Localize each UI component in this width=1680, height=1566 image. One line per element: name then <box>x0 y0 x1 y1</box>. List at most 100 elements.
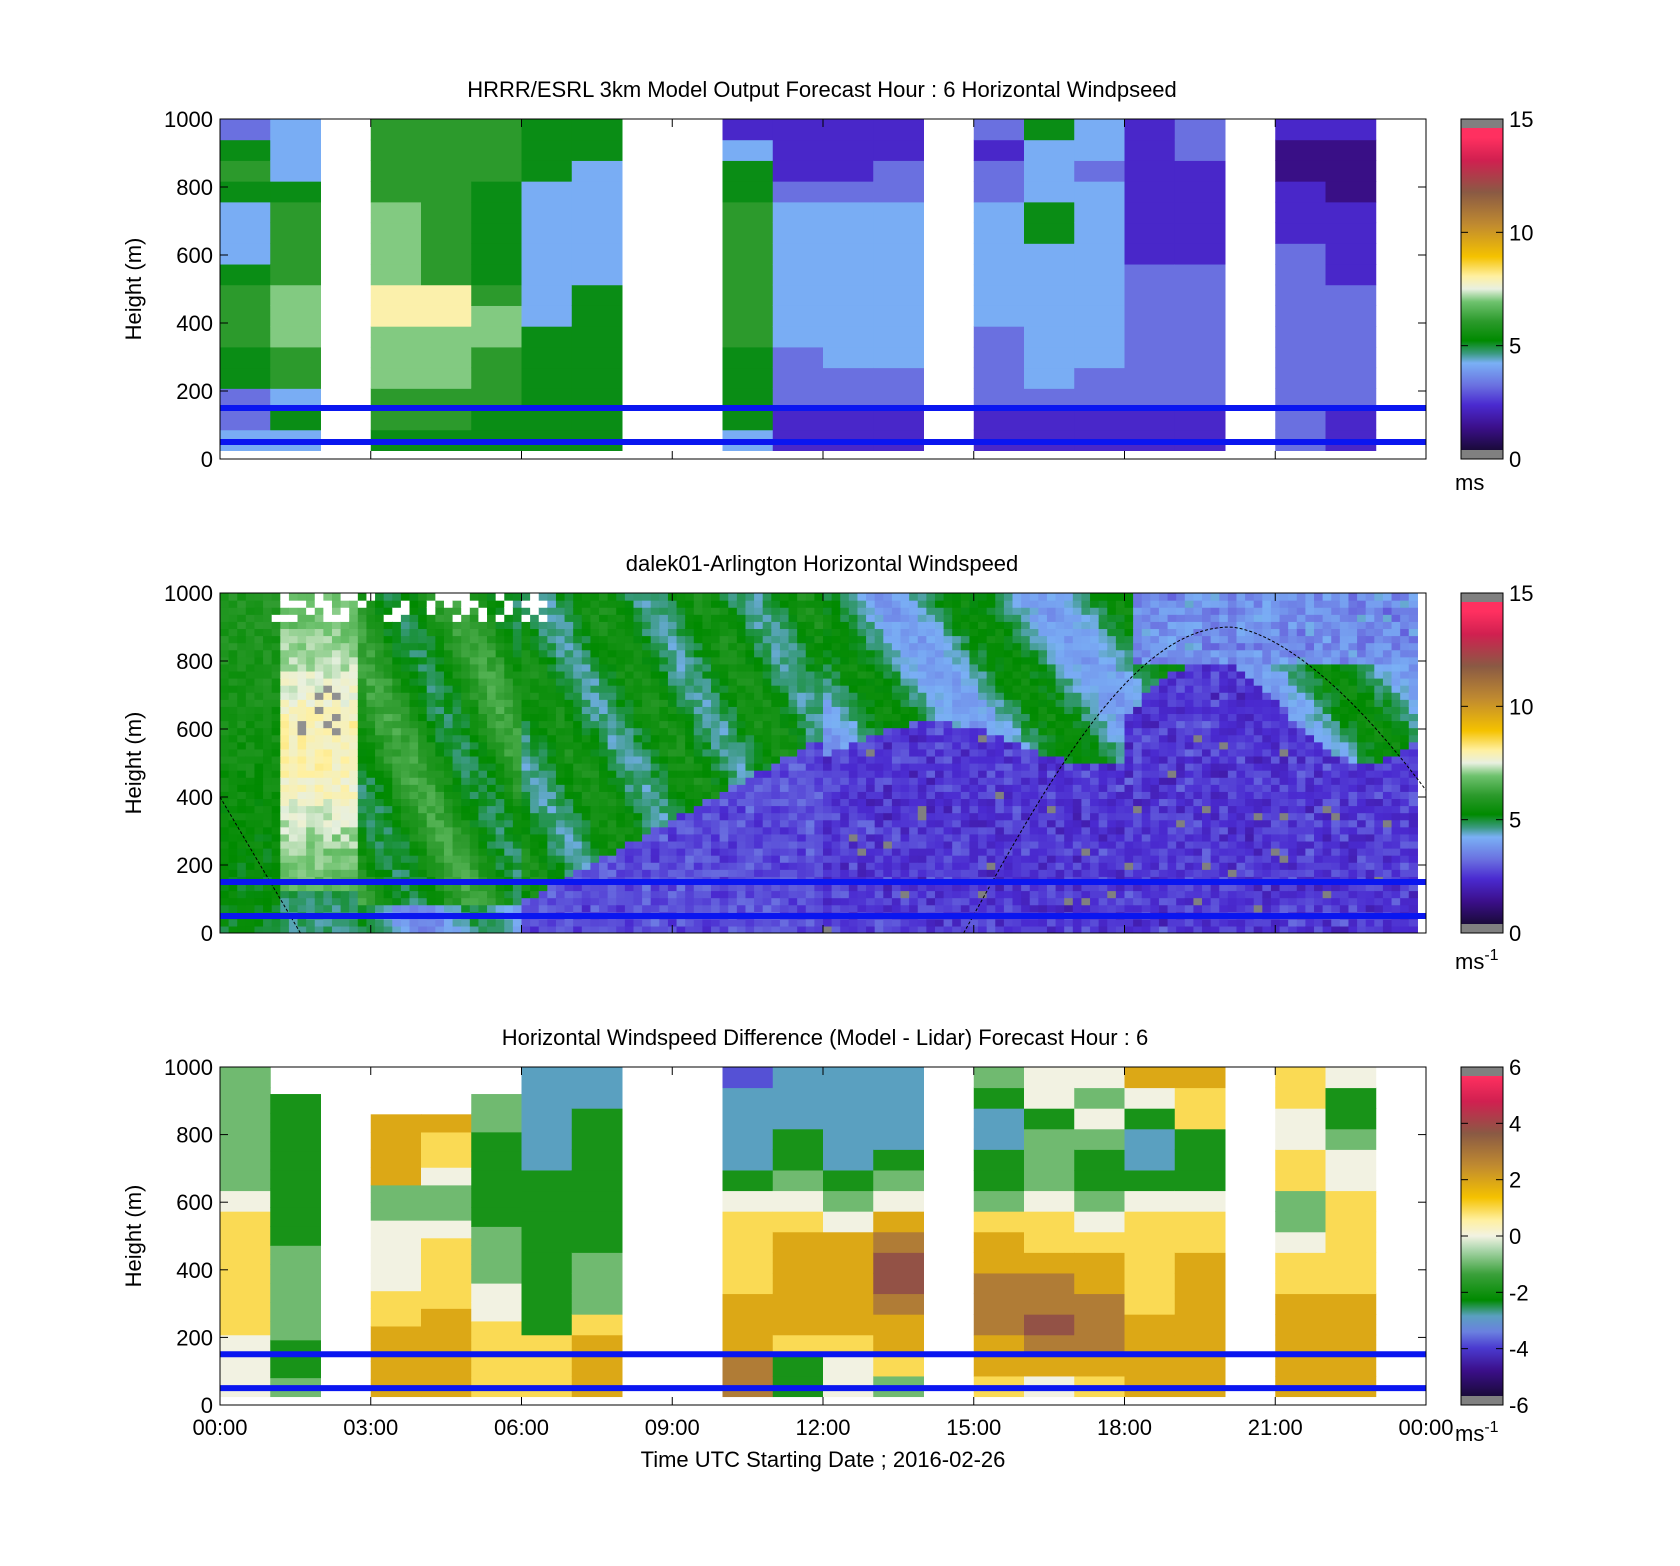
heatmap-cell <box>702 621 711 629</box>
heatmap-cell <box>625 848 634 856</box>
heatmap-cell <box>633 742 642 750</box>
heatmap-cell <box>229 905 238 913</box>
heatmap-cell <box>522 671 531 679</box>
heatmap-cell <box>237 791 246 799</box>
heatmap-cell <box>720 841 729 849</box>
heatmap-cell <box>366 848 375 856</box>
heatmap-cell <box>668 891 677 899</box>
heatmap-cell <box>866 777 875 785</box>
heatmap-cell <box>857 721 866 729</box>
heatmap-cell <box>323 898 332 906</box>
heatmap-cell <box>427 643 436 651</box>
heatmap-cell <box>478 756 487 764</box>
heatmap-cell <box>371 305 422 326</box>
heatmap-cell <box>694 806 703 814</box>
heatmap-cell <box>926 721 935 729</box>
heatmap-cell <box>418 813 427 821</box>
heatmap-cell <box>1004 777 1013 785</box>
heatmap-cell <box>496 763 505 771</box>
heatmap-cell <box>840 905 849 913</box>
heatmap-cell <box>1004 798 1013 806</box>
heatmap-cell <box>711 628 720 636</box>
heatmap-cell <box>918 841 927 849</box>
heatmap-cell <box>522 728 531 736</box>
heatmap-cell <box>280 841 289 849</box>
heatmap-cell <box>289 777 298 785</box>
heatmap-cell <box>384 763 393 771</box>
heatmap-cell <box>952 692 961 700</box>
heatmap-cell <box>702 671 711 679</box>
heatmap-cell <box>547 770 556 778</box>
heatmap-cell <box>608 848 617 856</box>
heatmap-cell <box>857 664 866 672</box>
heatmap-cell <box>814 699 823 707</box>
heatmap-cell <box>315 869 324 877</box>
heatmap-cell <box>599 657 608 665</box>
heatmap-cell <box>944 905 953 913</box>
heatmap-cell <box>421 223 472 244</box>
heatmap-cell <box>789 721 798 729</box>
heatmap-cell <box>978 820 987 828</box>
heatmap-cell <box>737 614 746 622</box>
heatmap-cell <box>780 614 789 622</box>
heatmap-cell <box>366 671 375 679</box>
heatmap-cell <box>702 919 711 927</box>
heatmap-cell <box>978 728 987 736</box>
heatmap-cell <box>974 264 1025 285</box>
heatmap-cell <box>866 834 875 842</box>
heatmap-cell <box>987 699 996 707</box>
heatmap-cell <box>496 791 505 799</box>
heatmap-cell <box>909 650 918 658</box>
heatmap-cell <box>875 657 884 665</box>
heatmap-cell <box>694 643 703 651</box>
heatmap-cell <box>513 905 522 913</box>
heatmap-cell <box>530 898 539 906</box>
heatmap-cell <box>642 820 651 828</box>
heatmap-cell <box>539 827 548 835</box>
heatmap-cell <box>341 713 350 721</box>
heatmap-cell <box>797 742 806 750</box>
heatmap-cell <box>823 905 832 913</box>
heatmap-cell <box>659 650 668 658</box>
heatmap-cell <box>444 671 453 679</box>
heatmap-cell <box>522 898 531 906</box>
heatmap-cell <box>814 905 823 913</box>
heatmap-cell <box>453 798 462 806</box>
heatmap-cell <box>780 919 789 927</box>
heatmap-cell <box>573 841 582 849</box>
heatmap-cell <box>961 621 970 629</box>
heatmap-cell <box>298 735 307 743</box>
heatmap-cell <box>909 806 918 814</box>
heatmap-cell <box>806 806 815 814</box>
heatmap-cell <box>659 593 668 601</box>
heatmap-cell <box>599 862 608 870</box>
heatmap-cell <box>823 834 832 842</box>
heatmap-cell <box>926 827 935 835</box>
heatmap-cell <box>421 160 472 181</box>
heatmap-cell <box>935 791 944 799</box>
heatmap-cell <box>909 735 918 743</box>
heatmap-cell <box>306 798 315 806</box>
heatmap-cell <box>410 777 419 785</box>
heatmap-cell <box>487 784 496 792</box>
heatmap-cell <box>272 855 281 863</box>
heatmap-cell <box>651 728 660 736</box>
heatmap-cell <box>685 827 694 835</box>
heatmap-cell <box>944 742 953 750</box>
heatmap-cell <box>723 285 774 306</box>
heatmap-cell <box>220 671 229 679</box>
heatmap-cell <box>478 628 487 636</box>
heatmap-cell <box>513 791 522 799</box>
heatmap-cell <box>1021 614 1030 622</box>
heatmap-cell <box>435 898 444 906</box>
heatmap-cell <box>590 678 599 686</box>
heatmap-cell <box>823 628 832 636</box>
heatmap-cell <box>582 650 591 658</box>
heatmap-cell <box>272 621 281 629</box>
heatmap-cell <box>823 326 874 347</box>
heatmap-cell <box>418 862 427 870</box>
heatmap-cell <box>892 763 901 771</box>
heatmap-cell <box>685 749 694 757</box>
heatmap-cell <box>720 898 729 906</box>
heatmap-cell <box>504 735 513 743</box>
